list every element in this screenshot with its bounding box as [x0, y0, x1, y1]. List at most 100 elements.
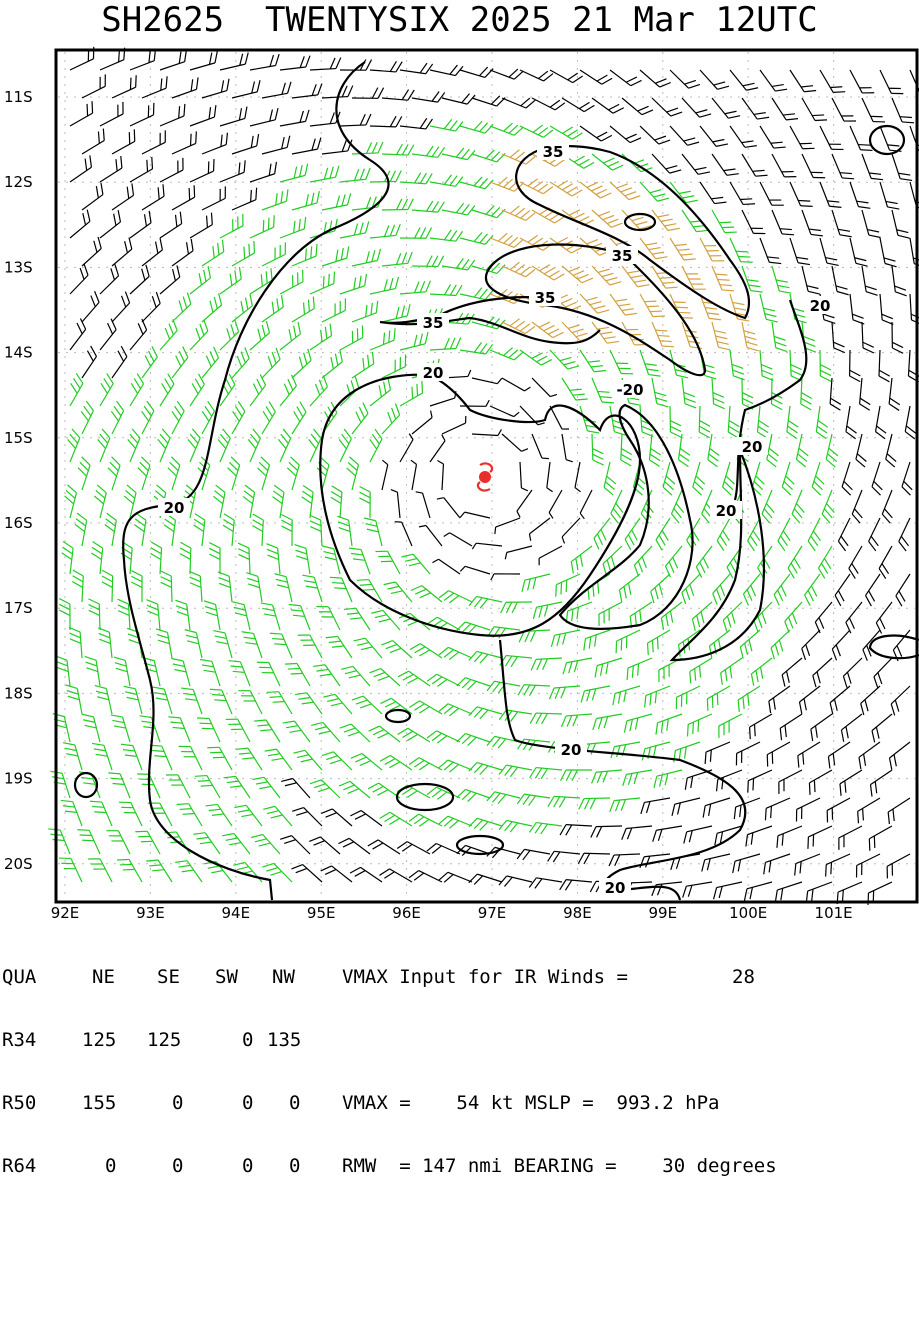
- r34-se: 125: [147, 1030, 181, 1051]
- contour-35-inner: [380, 297, 600, 343]
- wind-barb: [502, 206, 535, 221]
- wind-barb: [672, 798, 700, 816]
- wind-barb: [439, 704, 472, 716]
- wind-barb: [352, 88, 384, 99]
- wind-barb: [502, 434, 528, 451]
- wind-barb: [220, 107, 247, 126]
- wind-barb: [100, 210, 120, 238]
- wind-barb: [505, 546, 532, 559]
- wind-barb: [841, 714, 862, 742]
- wind-barb: [267, 692, 292, 714]
- wind-barb: [806, 882, 832, 903]
- wind-barb: [499, 710, 532, 721]
- wind-barb: [748, 518, 760, 551]
- contour-label: 20: [810, 297, 831, 315]
- wind-barb: [310, 58, 341, 70]
- wind-barb: [265, 749, 292, 770]
- wind-barb: [891, 686, 910, 715]
- wind-barb: [796, 798, 820, 821]
- r64-nw: 0: [289, 1156, 300, 1177]
- wind-barb: [316, 607, 340, 630]
- wind-barb: [548, 851, 580, 862]
- wind-barb: [98, 628, 112, 658]
- wind-barb: [656, 714, 682, 735]
- wind-barb: [131, 571, 142, 602]
- wind-barb: [815, 602, 832, 633]
- wind-barb: [442, 258, 475, 269]
- wind-barb: [412, 411, 432, 434]
- wind-barb: [717, 770, 742, 791]
- wind-barb: [616, 630, 640, 653]
- wind-barb: [257, 662, 280, 686]
- wind-barb: [876, 602, 892, 634]
- wind-barb: [532, 378, 557, 397]
- wind-barb: [190, 320, 208, 350]
- wind-barb: [683, 882, 712, 898]
- wind-barb: [207, 747, 232, 770]
- wind-barb: [818, 546, 832, 578]
- wind-barb: [160, 265, 180, 294]
- wind-barb: [592, 98, 624, 113]
- wind-barb: [310, 780, 340, 798]
- wind-barb: [395, 522, 412, 546]
- wind-barb: [882, 490, 892, 523]
- wind-barb: [460, 67, 493, 77]
- wind-barb: [164, 513, 175, 546]
- wind-barb: [666, 546, 682, 577]
- r34-ne: 125: [82, 1030, 116, 1051]
- wind-barb: [442, 148, 475, 160]
- wind-barb: [117, 859, 142, 882]
- wind-barb: [439, 872, 472, 882]
- wind-barb: [202, 240, 224, 266]
- wind-barb: [59, 858, 82, 882]
- wind-barb: [70, 101, 93, 126]
- wind-barb: [400, 281, 430, 294]
- wind-barb: [340, 724, 370, 742]
- wind-barb: [81, 401, 93, 434]
- wind-barb: [209, 543, 220, 574]
- wind-barb: [604, 462, 616, 495]
- wind-barb: [171, 658, 190, 686]
- wind-barb: [826, 854, 850, 877]
- r34-label: R34: [2, 1030, 36, 1051]
- wind-barb: [88, 859, 112, 882]
- wind-barb: [278, 429, 290, 462]
- wind-barb: [670, 126, 699, 145]
- wind-barb: [442, 94, 475, 104]
- wind-barb: [218, 572, 232, 602]
- wind-barb: [188, 429, 200, 462]
- wind-barb: [866, 574, 880, 606]
- wind-barb: [430, 119, 463, 131]
- wind-barb: [860, 378, 871, 410]
- wind-barb: [439, 591, 472, 603]
- wind-barb: [310, 376, 327, 406]
- wind-barb: [112, 75, 136, 98]
- wind-barb: [649, 434, 660, 466]
- wind-barb: [134, 513, 145, 546]
- wind-barb: [250, 268, 272, 294]
- wind-barb: [160, 104, 185, 126]
- wind-barb: [622, 154, 652, 172]
- wind-barb: [653, 826, 682, 842]
- wind-barb: [160, 571, 172, 602]
- lat-label-15S: 15S: [4, 429, 33, 447]
- wind-barb: [678, 434, 689, 467]
- lon-label-92E: 92E: [51, 904, 80, 922]
- wind-barb: [708, 434, 720, 467]
- wind-barb: [529, 878, 562, 889]
- wind-barb: [331, 486, 342, 518]
- wind-barb: [592, 378, 614, 403]
- wind-barb: [760, 126, 786, 148]
- wind-barb: [774, 574, 790, 605]
- wind-barb: [594, 518, 610, 549]
- wind-barb: [232, 401, 245, 434]
- wind-barb: [529, 823, 562, 834]
- r50-sw: 0: [242, 1093, 253, 1114]
- wind-barb: [310, 272, 335, 294]
- wind-barb: [595, 658, 622, 677]
- wind-barb: [292, 191, 319, 210]
- wind-barb: [560, 880, 592, 891]
- wind-barb: [280, 375, 296, 406]
- wind-barb: [714, 882, 742, 899]
- wind-barb: [430, 175, 463, 187]
